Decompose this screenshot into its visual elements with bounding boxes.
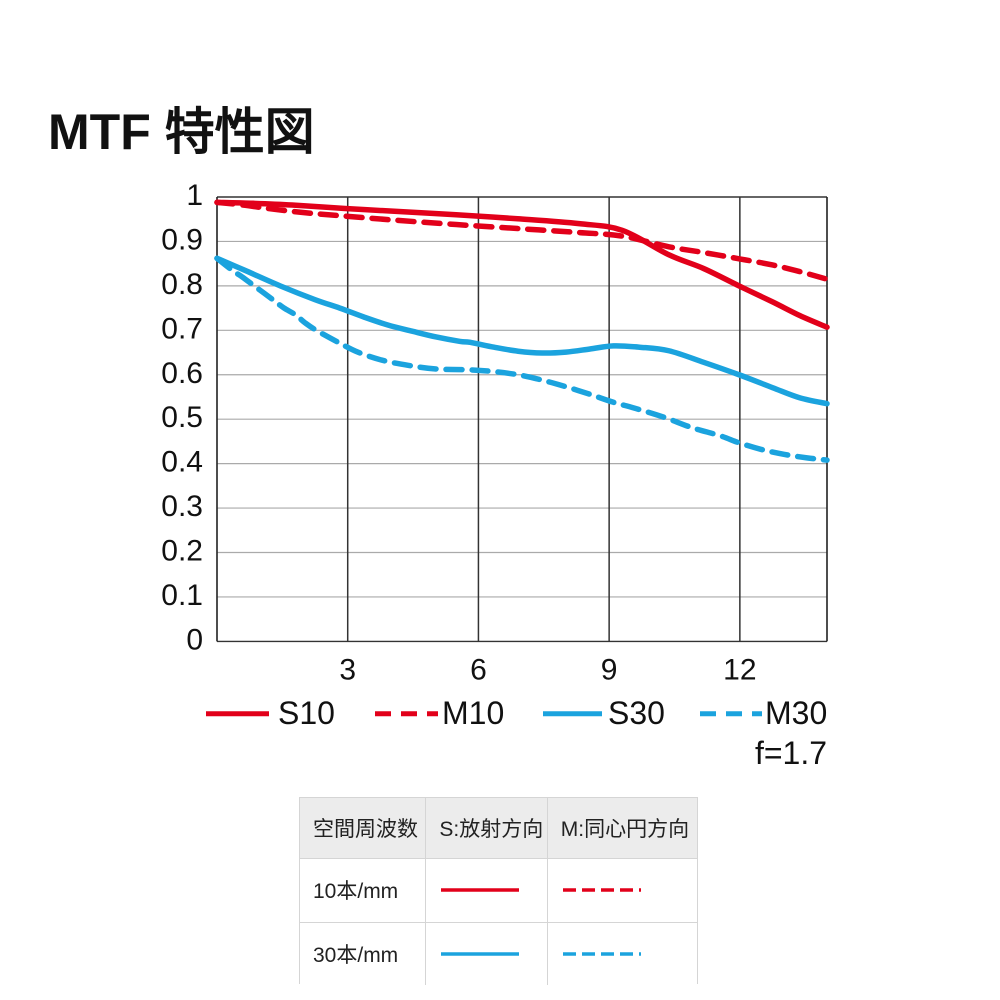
svg-text:1: 1 [186,179,203,212]
svg-text:0.1: 0.1 [161,579,203,612]
svg-text:0.4: 0.4 [161,446,203,479]
svg-text:S30: S30 [608,695,665,731]
svg-text:0.7: 0.7 [161,312,203,345]
svg-text:S10: S10 [278,695,335,731]
svg-text:0.3: 0.3 [161,490,203,523]
svg-text:M30: M30 [765,695,827,731]
svg-text:M10: M10 [442,695,504,731]
svg-text:0.8: 0.8 [161,268,203,301]
svg-text:0.2: 0.2 [161,535,203,568]
svg-text:0.6: 0.6 [161,357,203,390]
svg-text:f=1.7: f=1.7 [755,735,827,771]
svg-text:0.9: 0.9 [161,223,203,256]
svg-text:0.5: 0.5 [161,401,203,434]
